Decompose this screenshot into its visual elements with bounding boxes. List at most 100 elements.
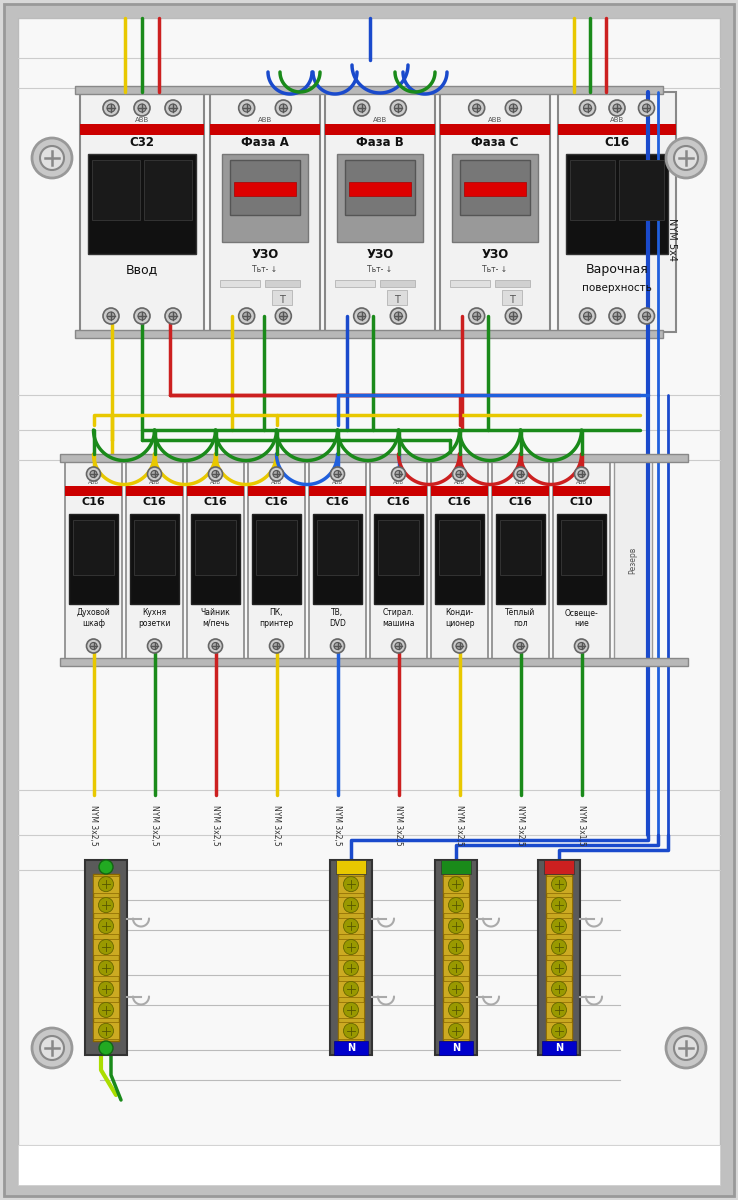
Text: ABB: ABB xyxy=(88,480,99,485)
Circle shape xyxy=(509,104,517,112)
Bar xyxy=(248,460,305,660)
Circle shape xyxy=(273,470,280,478)
Circle shape xyxy=(269,638,283,653)
Circle shape xyxy=(449,898,463,913)
Circle shape xyxy=(86,638,100,653)
Circle shape xyxy=(574,467,588,481)
Text: NYM 3x2,5: NYM 3x2,5 xyxy=(211,805,220,846)
Circle shape xyxy=(514,638,528,653)
Circle shape xyxy=(666,138,706,178)
Bar xyxy=(195,520,236,575)
Bar xyxy=(566,154,668,254)
Bar xyxy=(337,1022,365,1039)
Bar xyxy=(545,874,573,1042)
Bar xyxy=(210,92,320,332)
Circle shape xyxy=(103,308,119,324)
Bar xyxy=(450,280,490,287)
Bar xyxy=(230,160,300,215)
Text: C16: C16 xyxy=(142,497,166,506)
Circle shape xyxy=(394,312,402,320)
Bar xyxy=(92,918,120,935)
Bar xyxy=(144,160,192,220)
Circle shape xyxy=(343,982,359,996)
Circle shape xyxy=(391,467,405,481)
Bar xyxy=(495,280,530,287)
Circle shape xyxy=(643,104,650,112)
Bar xyxy=(325,92,435,332)
Text: T: T xyxy=(509,295,515,305)
Circle shape xyxy=(456,470,463,478)
Circle shape xyxy=(148,467,162,481)
Bar xyxy=(134,520,175,575)
Bar xyxy=(92,874,120,1042)
Bar xyxy=(439,1042,473,1055)
Circle shape xyxy=(269,467,283,481)
Circle shape xyxy=(449,940,463,954)
Circle shape xyxy=(343,877,359,892)
Circle shape xyxy=(107,312,115,320)
Text: Кухня
розетки: Кухня розетки xyxy=(138,608,170,628)
Text: УЗО: УЗО xyxy=(366,247,393,260)
Bar xyxy=(614,460,652,660)
Circle shape xyxy=(551,877,567,892)
Circle shape xyxy=(551,898,567,913)
Circle shape xyxy=(449,1024,463,1038)
Circle shape xyxy=(517,642,524,649)
Bar xyxy=(337,1002,365,1019)
Circle shape xyxy=(331,467,345,481)
Circle shape xyxy=(138,104,146,112)
Circle shape xyxy=(134,308,150,324)
Bar xyxy=(545,896,573,913)
Text: ТВ,
DVD: ТВ, DVD xyxy=(329,608,346,628)
Circle shape xyxy=(517,470,524,478)
Bar xyxy=(542,1042,576,1055)
Text: Ввод: Ввод xyxy=(126,264,158,276)
Circle shape xyxy=(343,918,359,934)
Circle shape xyxy=(343,1024,359,1038)
Bar xyxy=(330,860,372,1055)
Text: ПК,
принтер: ПК, принтер xyxy=(260,608,294,628)
Circle shape xyxy=(358,104,365,112)
Text: ABB: ABB xyxy=(393,480,404,485)
Bar xyxy=(492,460,549,660)
Bar xyxy=(558,92,676,332)
Circle shape xyxy=(273,642,280,649)
Bar xyxy=(619,160,664,220)
Text: C16: C16 xyxy=(204,497,227,506)
Bar xyxy=(380,280,415,287)
Text: NYM 3x1,5: NYM 3x1,5 xyxy=(577,805,586,846)
Text: УЗО: УЗО xyxy=(252,247,279,260)
Circle shape xyxy=(390,100,407,116)
Circle shape xyxy=(506,308,521,324)
Circle shape xyxy=(238,308,255,324)
Text: Тьт- ↓: Тьт- ↓ xyxy=(252,265,277,275)
Text: ABB: ABB xyxy=(488,116,502,122)
Circle shape xyxy=(674,146,698,170)
Bar xyxy=(317,520,358,575)
Circle shape xyxy=(394,104,402,112)
Circle shape xyxy=(134,100,150,116)
Circle shape xyxy=(98,898,114,913)
Bar xyxy=(545,918,573,935)
Circle shape xyxy=(584,104,591,112)
Circle shape xyxy=(391,638,405,653)
Bar xyxy=(85,860,127,1055)
Bar xyxy=(337,876,365,893)
Circle shape xyxy=(456,642,463,649)
Circle shape xyxy=(578,470,585,478)
Bar xyxy=(65,460,122,660)
Bar xyxy=(545,960,573,977)
Circle shape xyxy=(165,308,181,324)
Bar xyxy=(18,1145,720,1186)
Circle shape xyxy=(579,100,596,116)
Circle shape xyxy=(280,312,287,320)
Circle shape xyxy=(98,877,114,892)
Circle shape xyxy=(343,1002,359,1018)
Bar xyxy=(545,938,573,955)
Circle shape xyxy=(243,312,251,320)
Circle shape xyxy=(280,104,287,112)
Text: Тёплый
пол: Тёплый пол xyxy=(506,608,536,628)
Circle shape xyxy=(509,312,517,320)
Bar xyxy=(92,980,120,997)
Circle shape xyxy=(86,467,100,481)
